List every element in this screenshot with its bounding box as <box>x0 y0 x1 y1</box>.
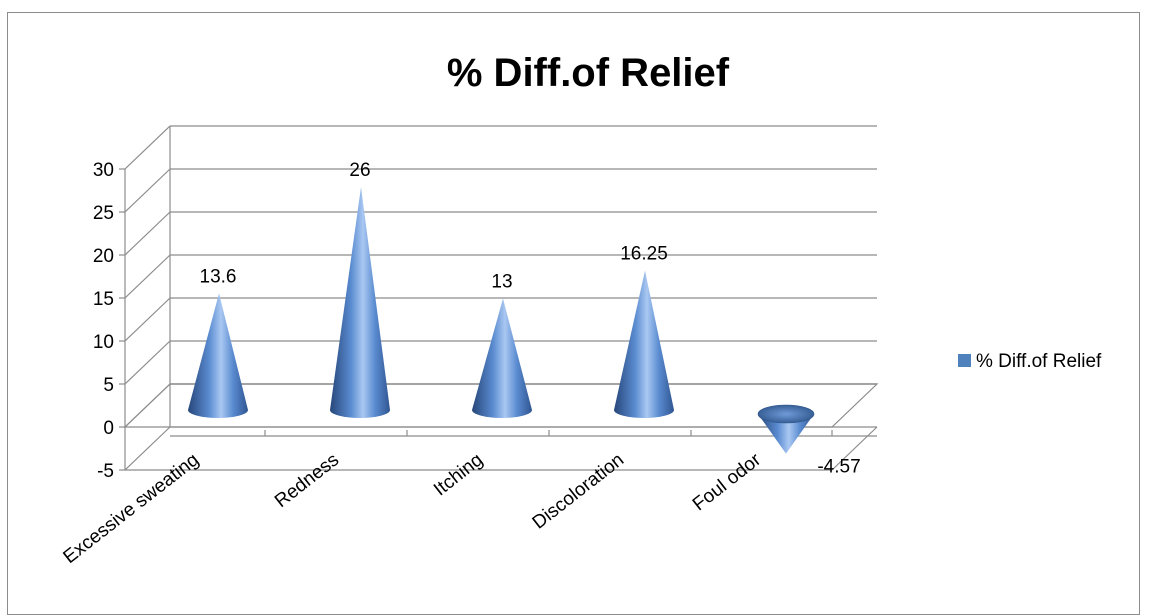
category-label: Discoloration <box>529 449 628 533</box>
y-tick-label: 0 <box>103 418 114 439</box>
data-label: -4.57 <box>817 457 860 478</box>
cones <box>188 187 814 454</box>
wall-edge <box>125 169 170 212</box>
data-label: 13.6 <box>200 266 237 287</box>
y-tick-label: 30 <box>93 160 114 181</box>
cone <box>758 405 814 454</box>
cone <box>330 187 390 418</box>
wall-edge <box>125 212 170 255</box>
data-label: 16.25 <box>620 244 668 265</box>
legend-swatch <box>958 354 971 367</box>
data-labels: 13.6 26 13 16.25 -4.57 <box>200 160 861 478</box>
category-labels: Excessive sweating Redness Itching Discolor… <box>59 449 765 568</box>
legend-label: % Diff.of Relief <box>976 351 1102 372</box>
category-label: Foul odor <box>689 449 766 515</box>
legend: % Diff.of Relief <box>958 351 1102 372</box>
y-tick-label: 15 <box>93 289 114 310</box>
category-label: Itching <box>430 449 487 500</box>
y-tick-label: 10 <box>93 332 114 353</box>
y-tick-label: -5 <box>97 461 114 482</box>
wall-edge <box>125 126 170 169</box>
data-label: 26 <box>349 160 370 181</box>
category-label: Redness <box>271 449 343 512</box>
cone <box>188 293 248 418</box>
wall-edge <box>125 427 170 470</box>
cone-base <box>758 405 814 423</box>
chart-title: % Diff.of Relief <box>447 51 730 95</box>
category-label: Excessive sweating <box>59 449 203 568</box>
wall-edge <box>125 298 170 341</box>
wall-edge <box>125 255 170 298</box>
cone-body <box>188 293 248 418</box>
wall-edge <box>125 341 170 384</box>
y-tick-label: 5 <box>103 375 114 396</box>
cone-body <box>614 271 674 418</box>
cone-body <box>472 299 532 418</box>
cone <box>614 271 674 418</box>
y-tick-label: 20 <box>93 246 114 267</box>
y-tick-labels: -5 0 5 10 15 20 25 30 <box>93 160 114 482</box>
cone <box>472 299 532 418</box>
y-tick-label: 25 <box>93 203 114 224</box>
data-label: 13 <box>491 272 512 293</box>
cone-body <box>330 187 390 418</box>
